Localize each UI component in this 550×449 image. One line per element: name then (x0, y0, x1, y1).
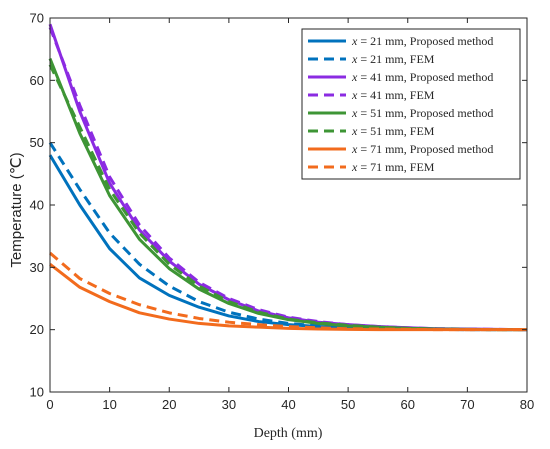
legend-entry-var: x (351, 34, 358, 48)
legend-entry-text: = 71 mm, Proposed method (357, 142, 493, 156)
x-tick-label: 20 (162, 397, 176, 412)
y-tick-label: 70 (30, 11, 44, 26)
legend-entry-text: = 21 mm, FEM (357, 52, 434, 66)
legend-entry-text: = 71 mm, FEM (357, 160, 434, 174)
x-tick-label: 10 (102, 397, 116, 412)
plot-area (48, 23, 528, 332)
series-line-7 (49, 263, 527, 332)
x-axis-label: Depth (mm) (254, 426, 323, 441)
x-tick-label: 50 (341, 397, 355, 412)
y-tick-label: 20 (30, 322, 44, 337)
y-tick-label: 50 (30, 135, 44, 150)
y-tick-label: 30 (30, 260, 44, 275)
legend-entry-2: x = 21 mm, FEM (351, 52, 435, 66)
legend-entry-5: x = 51 mm, Proposed method (351, 106, 493, 120)
legend-entry-var: x (351, 88, 358, 102)
legend-entry-var: x (351, 124, 358, 138)
legend-entry-8: x = 71 mm, FEM (351, 160, 435, 174)
legend-entry-7: x = 71 mm, Proposed method (351, 142, 493, 156)
legend-entry-var: x (351, 52, 358, 66)
legend-entry-text: = 41 mm, FEM (357, 88, 434, 102)
x-tick-label: 30 (222, 397, 236, 412)
x-tick-label: 80 (520, 397, 534, 412)
series-line-4 (48, 26, 528, 332)
legend-entry-var: x (351, 70, 358, 84)
legend-entry-4: x = 41 mm, FEM (351, 88, 435, 102)
legend-entry-6: x = 51 mm, FEM (351, 124, 435, 138)
legend-entry-text: = 51 mm, Proposed method (357, 106, 493, 120)
legend-entry-text: = 41 mm, Proposed method (357, 70, 493, 84)
legend-entry-text: = 21 mm, Proposed method (357, 34, 493, 48)
y-tick-label: 60 (30, 73, 44, 88)
y-axis-label: Temperature (℃) (8, 152, 25, 267)
legend-entry-1: x = 21 mm, Proposed method (351, 34, 493, 48)
legend-entry-var: x (351, 142, 358, 156)
legend-entry-var: x (351, 106, 358, 120)
x-tick-label: 60 (401, 397, 415, 412)
legend-entry-var: x (351, 160, 358, 174)
y-tick-label: 40 (30, 198, 44, 213)
legend-entry-3: x = 41 mm, Proposed method (351, 70, 493, 84)
x-tick-label: 70 (460, 397, 474, 412)
legend-entry-text: = 51 mm, FEM (357, 124, 434, 138)
x-tick-label: 40 (281, 397, 295, 412)
legend-box (301, 28, 521, 180)
x-tick-label: 0 (46, 397, 53, 412)
y-tick-label: 10 (30, 385, 44, 400)
